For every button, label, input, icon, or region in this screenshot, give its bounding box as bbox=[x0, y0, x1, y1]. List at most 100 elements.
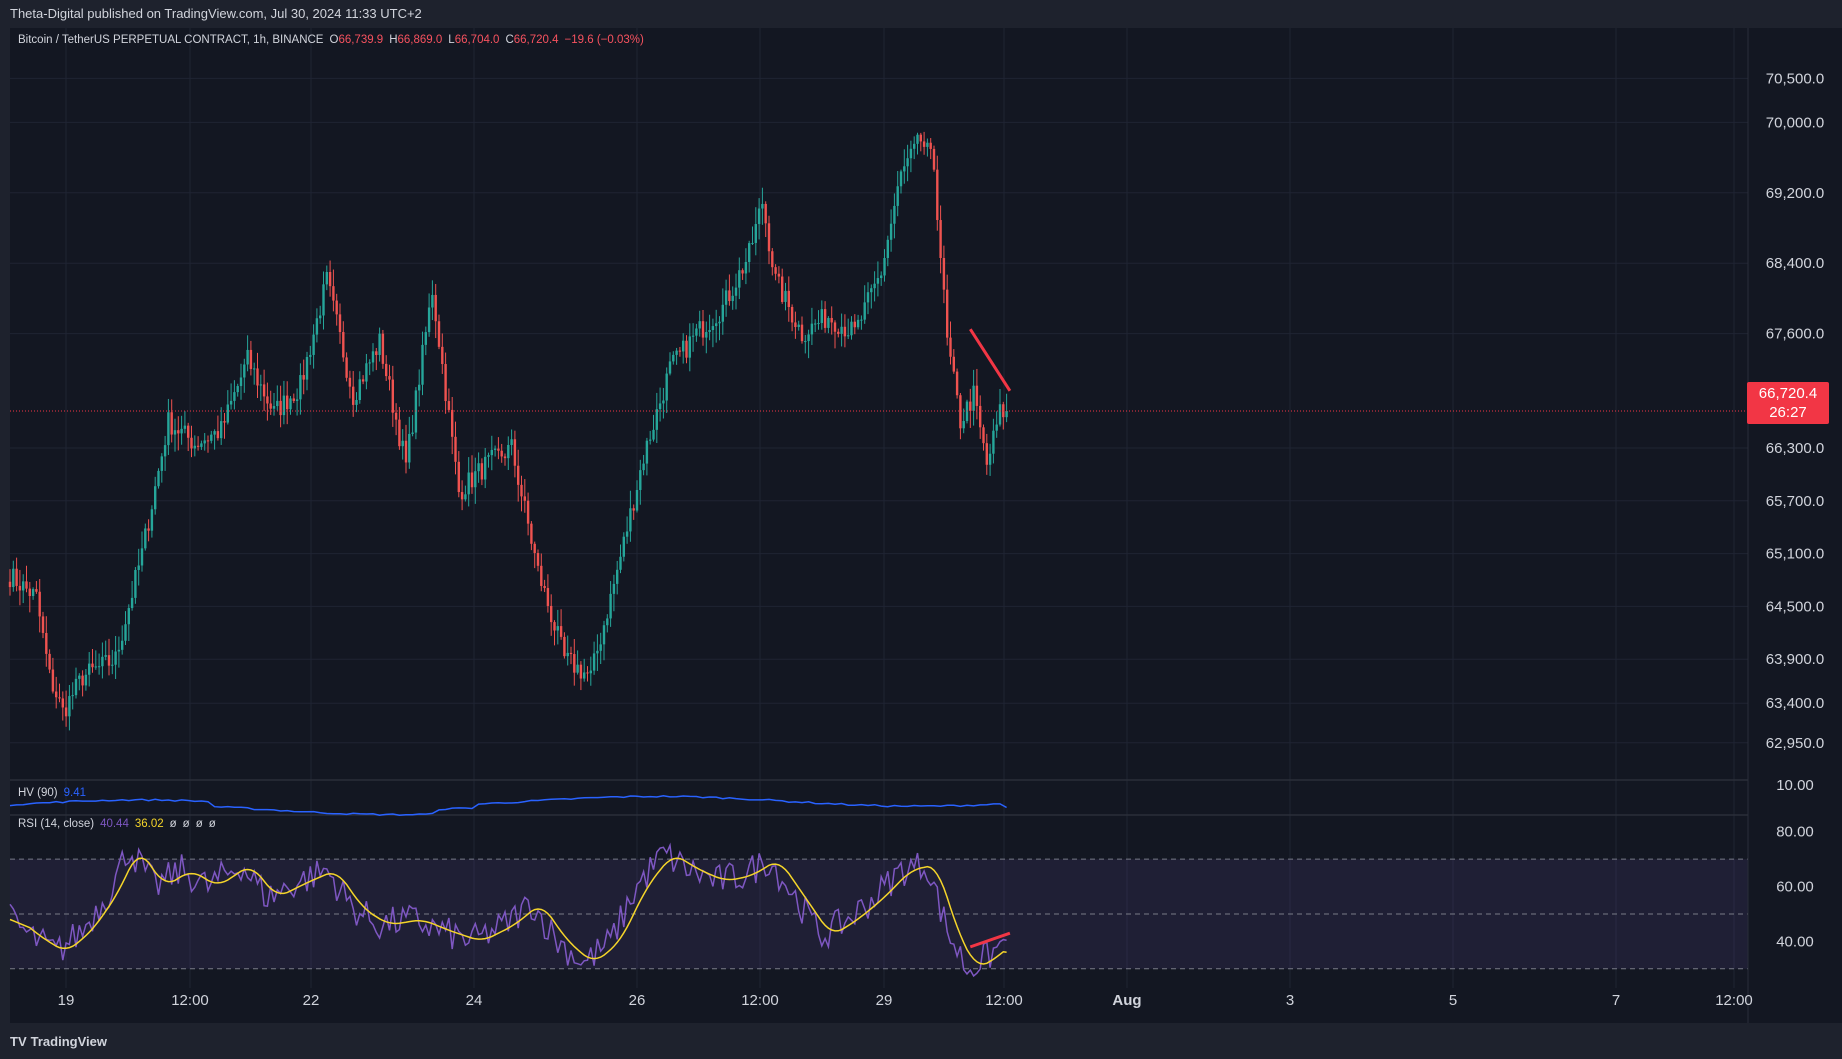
candle-body bbox=[111, 664, 114, 666]
candle-body bbox=[276, 400, 279, 407]
candle-body bbox=[325, 272, 328, 285]
candle-body bbox=[546, 588, 550, 606]
candle-body bbox=[579, 664, 583, 679]
candle-body bbox=[391, 379, 394, 413]
candle-body bbox=[946, 289, 949, 338]
candle-body bbox=[586, 672, 589, 674]
time-tick-label: 3 bbox=[1286, 992, 1294, 1009]
time-tick-label: 12:00 bbox=[741, 992, 779, 1009]
candle-body bbox=[922, 141, 926, 147]
candle-body bbox=[734, 287, 738, 296]
low-value: 66,704.0 bbox=[454, 34, 500, 46]
candle-body bbox=[477, 463, 480, 472]
candle-body bbox=[880, 275, 883, 279]
candle-body bbox=[457, 461, 460, 493]
candle-body bbox=[18, 585, 22, 591]
open-label: O bbox=[329, 34, 339, 46]
candle-body bbox=[167, 412, 170, 446]
candle-body bbox=[31, 589, 35, 597]
candle-body bbox=[939, 220, 942, 258]
price-tick-label: 65,100.0 bbox=[1766, 546, 1824, 563]
candle-body bbox=[899, 171, 903, 187]
candle-body bbox=[315, 318, 319, 335]
close-value: 66,720.4 bbox=[513, 34, 559, 46]
price-tick-label: 66,300.0 bbox=[1766, 440, 1824, 457]
rsi-tick-label: 80.00 bbox=[1776, 824, 1814, 841]
hv-name: HV (90) bbox=[18, 787, 58, 799]
chart-area[interactable]: 70,500.0 70,000.0 69,200.0 68,400.0 67,600.0… bbox=[0, 28, 1842, 1024]
candle-body bbox=[969, 401, 972, 411]
candle-body bbox=[787, 290, 790, 308]
time-tick-label: Aug bbox=[1112, 992, 1141, 1009]
candle-body bbox=[533, 543, 536, 554]
candle-body bbox=[837, 331, 840, 334]
candle-body bbox=[338, 314, 342, 333]
candle-body bbox=[368, 362, 371, 364]
rsi-ma-value: 36.02 bbox=[134, 818, 164, 830]
candle-body bbox=[454, 436, 457, 462]
candle-body bbox=[88, 663, 91, 675]
candle-body bbox=[114, 651, 117, 665]
candle-body bbox=[437, 321, 441, 347]
rsi-na-3: ø bbox=[195, 818, 203, 830]
candle-body bbox=[576, 664, 579, 673]
candle-body bbox=[38, 591, 41, 617]
price-trendline[interactable] bbox=[969, 328, 1012, 392]
candle-body bbox=[160, 456, 163, 471]
candle-body bbox=[589, 670, 592, 674]
pane-separators bbox=[10, 779, 1842, 816]
candle-body bbox=[305, 356, 309, 380]
rsi-trendline[interactable] bbox=[969, 931, 1011, 949]
candle-body bbox=[45, 632, 48, 654]
tradingview-logo-icon[interactable]: TV bbox=[10, 1034, 27, 1049]
candle-body bbox=[520, 484, 523, 497]
price-scale[interactable] bbox=[1748, 28, 1842, 1023]
candle-body bbox=[411, 432, 414, 434]
candle-body bbox=[470, 472, 474, 488]
candle-body bbox=[104, 655, 107, 657]
candle-body bbox=[157, 470, 160, 487]
rsi-line bbox=[9, 842, 1007, 978]
candle-body bbox=[124, 624, 127, 641]
candle-body bbox=[358, 379, 361, 401]
candle-body bbox=[74, 678, 78, 696]
candle-body bbox=[170, 412, 173, 435]
candle-body bbox=[220, 421, 223, 439]
candle-body bbox=[701, 321, 705, 338]
candle-body bbox=[460, 492, 464, 500]
high-label: H bbox=[389, 34, 398, 46]
candle-body bbox=[319, 315, 322, 319]
candle-body bbox=[625, 531, 629, 537]
symbol-legend[interactable]: Bitcoin / TetherUS PERPETUAL CONTRACT, 1… bbox=[18, 34, 650, 46]
candle-body bbox=[312, 334, 315, 355]
candle-body bbox=[903, 166, 906, 172]
candle-body bbox=[322, 284, 325, 316]
candle-body bbox=[375, 351, 378, 355]
candle-body bbox=[685, 340, 688, 358]
candle-body bbox=[804, 341, 807, 343]
candle-body bbox=[272, 406, 276, 409]
high-value: 66,869.0 bbox=[397, 34, 443, 46]
candle-body bbox=[715, 323, 718, 327]
candle-body bbox=[418, 384, 421, 391]
candle-body bbox=[553, 622, 556, 631]
candle-body bbox=[672, 354, 675, 362]
candle-body bbox=[632, 508, 635, 511]
candle-body bbox=[955, 371, 959, 396]
candle-body bbox=[28, 588, 31, 597]
hv-legend[interactable]: HV (90) 9.41 bbox=[18, 787, 92, 799]
candle-body bbox=[1005, 411, 1008, 418]
candle-body bbox=[645, 440, 649, 464]
rsi-legend[interactable]: RSI (14, close) 40.44 36.02 ø ø ø ø bbox=[18, 818, 222, 830]
rsi-tick-label: 60.00 bbox=[1776, 879, 1814, 896]
candle-body bbox=[25, 581, 28, 589]
candle-body bbox=[447, 401, 451, 410]
candle-body bbox=[682, 340, 685, 352]
candle-body bbox=[487, 455, 490, 457]
time-tick-label: 24 bbox=[466, 992, 483, 1009]
candle-body bbox=[385, 363, 388, 377]
symbol-name: Bitcoin / TetherUS PERPETUAL CONTRACT, 1… bbox=[18, 34, 324, 46]
candle-body bbox=[850, 321, 853, 336]
candle-body bbox=[622, 536, 625, 557]
candle-body bbox=[223, 421, 226, 423]
